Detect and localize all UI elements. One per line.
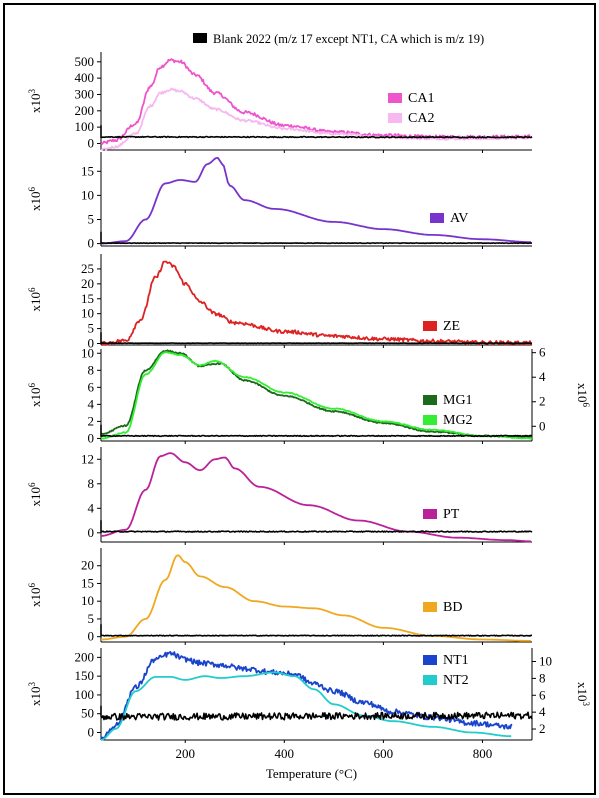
legend-swatch-ca2 — [388, 113, 402, 123]
right-tick-label-MG: 0 — [539, 418, 546, 433]
series-line-blank — [100, 231, 532, 245]
legend-label-blank: Blank 2022 (m/z 17 except NT1, CA which … — [213, 32, 484, 46]
legend-label-pt: PT — [443, 507, 460, 522]
x-tick-label: 400 — [275, 746, 295, 761]
series-line-ze — [100, 260, 533, 346]
right-tick-label-NT: 2 — [539, 721, 546, 736]
legend-swatch-ca1 — [388, 93, 402, 103]
y-multiplier-NT: x103 — [27, 682, 43, 707]
legend-swatch-pt — [423, 509, 437, 519]
y-tick-label-NT: 0 — [88, 724, 95, 739]
series-line-mg2 — [100, 351, 533, 440]
y-tick-label-BD: 20 — [81, 558, 94, 573]
right-tick-label-NT: 8 — [539, 670, 546, 685]
y-tick-label-ZE: 20 — [81, 276, 94, 291]
y-tick-label-CA: 200 — [75, 103, 95, 118]
legend-label-mg1: MG1 — [443, 393, 473, 408]
y-tick-label-MG: 4 — [88, 396, 95, 411]
legend-label-ze: ZE — [443, 319, 460, 334]
y-multiplier-AV: x106 — [27, 187, 43, 212]
y-tick-label-MG: 6 — [88, 379, 95, 394]
right-multiplier-MG: x106 — [575, 383, 591, 408]
y-tick-label-PT: 4 — [88, 500, 95, 515]
y-multiplier-MG: x106 — [27, 383, 43, 408]
y-tick-label-NT: 100 — [75, 687, 95, 702]
y-multiplier-BD: x106 — [27, 583, 43, 608]
legend-swatch-bd — [423, 602, 437, 612]
y-tick-label-PT: 12 — [81, 451, 94, 466]
series-line-ca1 — [100, 58, 533, 146]
x-tick-label: 200 — [175, 746, 195, 761]
series-line-blank — [100, 705, 533, 721]
legend-label-ca2: CA2 — [408, 111, 434, 126]
legend-swatch-av — [430, 213, 444, 223]
right-tick-label-MG: 4 — [539, 369, 546, 384]
series-line-blank — [100, 520, 533, 533]
legend-swatch-nt2 — [423, 675, 437, 685]
series-line-av — [101, 156, 531, 245]
y-tick-label-NT: 150 — [75, 668, 95, 683]
series-line-nt2 — [100, 671, 512, 741]
legend-label-nt2: NT2 — [443, 673, 469, 688]
y-multiplier-PT: x106 — [27, 482, 43, 507]
series-line-blank — [100, 125, 533, 139]
y-tick-label-BD: 15 — [81, 575, 94, 590]
y-tick-label-NT: 50 — [81, 706, 94, 721]
y-tick-label-ZE: 5 — [88, 321, 95, 336]
y-tick-label-BD: 0 — [88, 629, 95, 644]
y-tick-label-BD: 5 — [88, 611, 95, 626]
series-line-blank — [100, 624, 532, 637]
legend-label-av: AV — [450, 211, 468, 226]
y-multiplier-ZE: x106 — [27, 287, 43, 312]
x-tick-label: 600 — [374, 746, 394, 761]
y-tick-label-CA: 0 — [88, 135, 95, 150]
y-multiplier-CA: x103 — [27, 89, 43, 114]
series-line-bd — [101, 554, 531, 642]
right-tick-label-NT: 4 — [539, 704, 546, 719]
right-tick-label-NT: 6 — [539, 687, 546, 702]
right-tick-label-NT: 10 — [539, 654, 552, 669]
y-tick-label-ZE: 0 — [88, 336, 95, 351]
x-tick-label: 800 — [473, 746, 493, 761]
right-multiplier-NT: x103 — [575, 682, 591, 707]
legend-label-mg2: MG2 — [443, 413, 473, 428]
series-line-ca2 — [100, 87, 533, 151]
y-tick-label-ZE: 10 — [81, 306, 94, 321]
series-line-blank — [100, 332, 533, 345]
y-tick-label-PT: 8 — [88, 476, 95, 491]
y-tick-label-ZE: 25 — [81, 261, 94, 276]
legend-swatch-nt1 — [423, 655, 437, 665]
legend-swatch-mg2 — [423, 415, 437, 425]
y-tick-label-MG: 8 — [88, 362, 95, 377]
y-tick-label-CA: 500 — [75, 54, 95, 69]
legend-label-bd: BD — [443, 600, 462, 615]
y-tick-label-AV: 15 — [81, 163, 94, 178]
right-tick-label-MG: 6 — [539, 345, 546, 360]
legend-swatch-blank — [193, 33, 207, 43]
y-tick-label-MG: 0 — [88, 430, 95, 445]
y-tick-label-MG: 10 — [81, 345, 94, 360]
series-line-pt — [100, 452, 532, 543]
y-tick-label-CA: 100 — [75, 119, 95, 134]
y-tick-label-CA: 300 — [75, 86, 95, 101]
y-tick-label-AV: 0 — [88, 236, 95, 251]
y-tick-label-PT: 0 — [88, 525, 95, 540]
right-tick-label-MG: 2 — [539, 394, 546, 409]
y-tick-label-MG: 2 — [88, 413, 95, 428]
x-axis-title: Temperature (°C) — [266, 766, 357, 781]
legend-swatch-mg1 — [423, 395, 437, 405]
legend-label-ca1: CA1 — [408, 91, 434, 106]
y-tick-label-BD: 10 — [81, 593, 94, 608]
y-tick-label-AV: 10 — [81, 187, 94, 202]
legend-swatch-ze — [423, 321, 437, 331]
series-line-blank — [100, 424, 532, 438]
y-tick-label-CA: 400 — [75, 70, 95, 85]
y-tick-label-ZE: 15 — [81, 291, 94, 306]
y-tick-label-NT: 200 — [75, 649, 95, 664]
legend-label-nt1: NT1 — [443, 653, 469, 668]
y-tick-label-AV: 5 — [88, 211, 95, 226]
